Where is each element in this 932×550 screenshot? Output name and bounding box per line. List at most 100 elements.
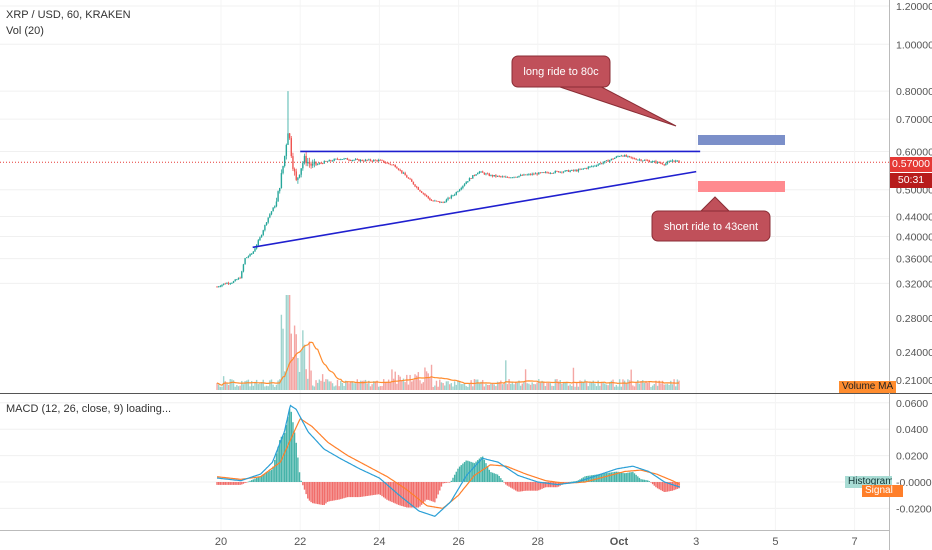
candle-body bbox=[231, 282, 233, 284]
candle-body bbox=[249, 253, 251, 257]
candle-body bbox=[457, 191, 459, 193]
candle-body bbox=[519, 174, 522, 176]
candle-body bbox=[308, 161, 311, 164]
macd-legend[interactable]: MACD (12, 26, close, 9) loading... bbox=[6, 403, 172, 415]
candle-body bbox=[528, 174, 530, 175]
candle-body bbox=[632, 157, 634, 159]
macd-histogram-bar bbox=[231, 482, 233, 485]
volume-bar bbox=[419, 380, 421, 390]
macd-tick-label: 0.0400 bbox=[896, 424, 928, 436]
volume-legend[interactable]: Vol (20) bbox=[6, 25, 44, 37]
macd-histogram-bar bbox=[312, 482, 314, 504]
macd-histogram-bar bbox=[633, 473, 636, 482]
candle-body bbox=[293, 168, 296, 172]
candle-body bbox=[279, 187, 281, 192]
macd-histogram-bar bbox=[378, 482, 380, 495]
candle-body bbox=[424, 193, 426, 196]
macd-histogram-bar bbox=[623, 473, 626, 482]
macd-histogram-bar bbox=[510, 482, 512, 488]
macd-histogram-bar bbox=[307, 482, 309, 499]
symbol-legend[interactable]: XRP / USD, 60, KRAKEN bbox=[6, 9, 131, 21]
volume-bar bbox=[642, 380, 644, 390]
macd-histogram-bar bbox=[419, 482, 421, 507]
volume-bar bbox=[219, 386, 222, 390]
candle-body bbox=[559, 171, 561, 173]
candle-body bbox=[663, 164, 665, 166]
macd-histogram-bar bbox=[498, 476, 500, 482]
macd-histogram-bar bbox=[551, 482, 553, 488]
volume-bar bbox=[523, 381, 525, 390]
macd-histogram-bar bbox=[496, 474, 499, 482]
volume-bar bbox=[356, 379, 358, 390]
macd-histogram-bar bbox=[444, 482, 446, 484]
macd-histogram-bar bbox=[376, 482, 378, 495]
candle-body bbox=[660, 162, 662, 164]
macd-histogram-bar bbox=[665, 482, 667, 492]
macd-histogram-bar bbox=[493, 473, 495, 482]
volume-bar bbox=[481, 379, 484, 390]
candle-body bbox=[425, 195, 428, 197]
volume-bar bbox=[503, 383, 505, 390]
candle-body bbox=[511, 177, 514, 179]
trendlines[interactable] bbox=[252, 150, 701, 249]
candle-body bbox=[422, 192, 424, 194]
callouts[interactable]: long ride to 80c short ride to 43cent bbox=[511, 55, 771, 242]
macd-histogram-bar bbox=[237, 482, 240, 485]
candle-body bbox=[387, 162, 390, 164]
macd-histogram-bar bbox=[477, 460, 479, 482]
macd-histogram-bar bbox=[279, 440, 281, 482]
volume-bar bbox=[259, 383, 261, 390]
candle-body bbox=[236, 279, 238, 281]
macd-histogram-bar bbox=[503, 482, 505, 483]
volume-bar bbox=[401, 380, 403, 390]
candle-body bbox=[557, 171, 560, 173]
macd-histogram-bar bbox=[340, 482, 342, 500]
candle-body bbox=[384, 162, 387, 164]
candle-body bbox=[618, 156, 621, 157]
macd-histogram-bar bbox=[511, 482, 514, 489]
time-tick-label: 7 bbox=[852, 536, 858, 548]
candle-body bbox=[447, 197, 449, 200]
candle-body bbox=[340, 159, 342, 160]
macd-histogram-bar bbox=[216, 482, 218, 485]
candle-body bbox=[656, 161, 659, 163]
volume-bar bbox=[562, 382, 565, 390]
volume-bar bbox=[472, 386, 474, 390]
volume-bar bbox=[316, 382, 319, 390]
volume-bar bbox=[272, 384, 274, 390]
volume-bar bbox=[604, 383, 606, 390]
macd-histogram-bar bbox=[414, 482, 416, 508]
macd-histogram-bar bbox=[229, 482, 231, 485]
macd-histogram-bar bbox=[656, 482, 659, 489]
price-tick-label: 1.20000 bbox=[896, 1, 932, 13]
volume-bar bbox=[217, 384, 220, 390]
volume-bar bbox=[508, 379, 510, 390]
volume-bar bbox=[549, 383, 552, 390]
macd-histogram-bar bbox=[335, 482, 337, 501]
macd-histogram-bar bbox=[635, 474, 637, 482]
macd-histogram-bar bbox=[513, 482, 515, 490]
macd-histogram-bar bbox=[574, 481, 576, 482]
macd-histogram-bar bbox=[546, 482, 548, 488]
macd-histogram-bar bbox=[524, 482, 527, 491]
volume-bar bbox=[609, 381, 611, 390]
macd-histogram-bar bbox=[288, 408, 291, 482]
macd-histogram-bar bbox=[265, 472, 268, 482]
candle-body bbox=[533, 173, 535, 175]
volume-bar bbox=[326, 379, 329, 390]
macd-histogram-bar bbox=[650, 482, 652, 483]
candle-body bbox=[222, 283, 225, 285]
volume-bar bbox=[254, 382, 256, 390]
target-zones[interactable] bbox=[698, 135, 785, 192]
time-tick-label: 26 bbox=[452, 536, 464, 548]
macd-histogram-bar bbox=[404, 482, 406, 507]
macd-histogram-bar bbox=[297, 457, 299, 482]
candle-body bbox=[265, 222, 268, 225]
volume-bar bbox=[531, 382, 533, 390]
candle-body bbox=[216, 286, 218, 288]
candle-body bbox=[490, 174, 492, 176]
volume-bar bbox=[384, 382, 387, 390]
candle-body bbox=[453, 194, 456, 196]
macd-histogram-bar bbox=[610, 472, 613, 482]
